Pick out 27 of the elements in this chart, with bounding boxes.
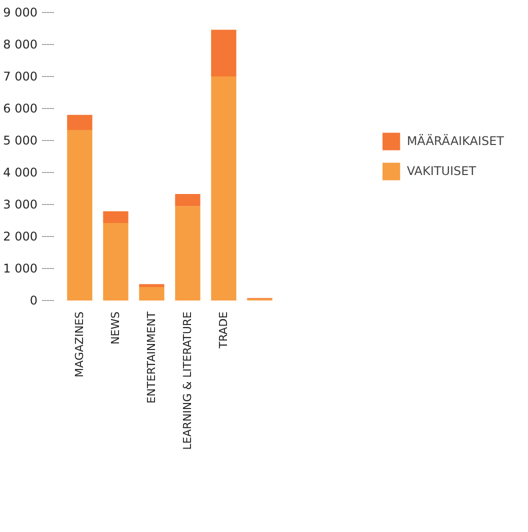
y-tick-label: 1 000 <box>3 262 38 276</box>
y-tick-label: 9 000 <box>3 6 38 20</box>
bar <box>175 194 200 206</box>
y-tick-label: 5 000 <box>3 134 38 148</box>
bar <box>67 114 92 130</box>
legend-label: MÄÄRÄAIKAISET <box>406 134 504 148</box>
bar <box>139 287 164 300</box>
bar <box>67 130 92 300</box>
bar <box>211 30 236 76</box>
y-tick-label: 2 000 <box>3 230 38 244</box>
y-tick-label: 6 000 <box>3 102 38 116</box>
x-tick-label: MAGAZINES <box>73 311 86 378</box>
bar <box>211 76 236 300</box>
x-tick-label: LEARNING & LITERATURE <box>181 311 194 450</box>
y-tick-label: 8 000 <box>3 38 38 52</box>
bar <box>103 223 128 300</box>
bar <box>175 206 200 300</box>
bar <box>139 284 164 288</box>
bar <box>103 211 128 224</box>
x-tick-label: TRADE <box>217 311 230 350</box>
y-tick-label: 0 <box>30 294 38 308</box>
legend-label: VAKITUISET <box>406 164 476 178</box>
y-tick-label: 4 000 <box>3 166 38 180</box>
y-tick-label: 7 000 <box>3 70 38 84</box>
y-tick-label: 3 000 <box>3 198 38 212</box>
x-tick-label: NEWS <box>109 311 122 345</box>
x-tick-label: ENTERTAINMENT <box>145 311 158 404</box>
